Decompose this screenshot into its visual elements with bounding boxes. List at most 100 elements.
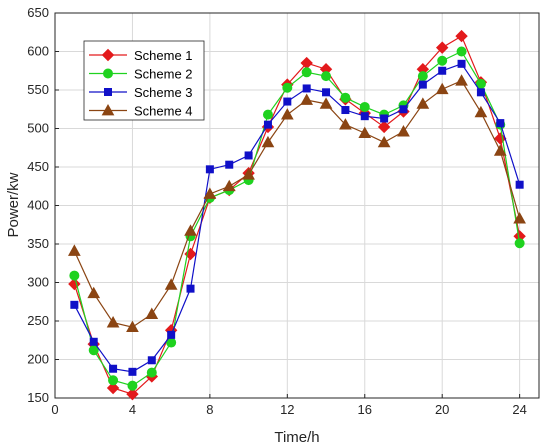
data-point (164, 278, 178, 290)
data-point (418, 80, 427, 89)
data-point (302, 84, 311, 93)
y-tick-label: 200 (27, 352, 49, 367)
y-axis-label: Power/kw (5, 172, 22, 237)
data-point (380, 114, 389, 123)
legend-marker (104, 88, 112, 96)
data-point (262, 109, 273, 120)
data-point (455, 74, 468, 86)
data-point (435, 41, 449, 54)
legend-label: Scheme 1 (134, 48, 193, 63)
data-point (222, 179, 236, 192)
y-tick-label: 650 (27, 5, 49, 20)
y-tick-label: 250 (27, 313, 49, 328)
data-point (106, 381, 120, 395)
x-tick-label: 20 (435, 402, 449, 417)
data-point (399, 105, 408, 114)
legend-item: Scheme 2 (89, 67, 193, 82)
series-3 (70, 59, 524, 376)
y-axis-ticks: 150 200 250 300 350 400 450 500 550 600 650 (27, 5, 59, 405)
data-point (186, 284, 195, 293)
data-point (242, 168, 255, 180)
data-point (474, 105, 488, 118)
data-point (417, 71, 428, 82)
data-point (513, 212, 526, 224)
data-point (109, 364, 118, 373)
data-point (167, 330, 176, 339)
x-tick-label: 8 (206, 402, 213, 417)
data-point (340, 92, 351, 103)
x-tick-label: 12 (280, 402, 294, 417)
legend-label: Scheme 2 (134, 67, 193, 82)
data-point (319, 97, 333, 109)
x-axis-label: Time/h (274, 429, 319, 446)
data-point (89, 337, 98, 346)
legend-marker (101, 103, 115, 116)
data-point (147, 356, 156, 365)
data-point (416, 97, 430, 109)
data-point (126, 320, 139, 333)
x-tick-label: 0 (51, 402, 58, 417)
y-tick-label: 300 (27, 275, 49, 290)
data-point (127, 380, 138, 391)
data-point (457, 59, 466, 68)
series-4 (68, 74, 526, 333)
data-point (128, 367, 137, 376)
data-point (69, 270, 80, 281)
data-point (358, 126, 372, 139)
legend-label: Scheme 3 (134, 85, 193, 100)
x-tick-label: 16 (358, 402, 372, 417)
legend-item: Scheme 3 (89, 85, 193, 100)
data-point (437, 55, 448, 66)
legend-label: Scheme 4 (134, 104, 193, 119)
y-tick-label: 400 (27, 198, 49, 213)
y-tick-label: 450 (27, 159, 49, 174)
data-point (280, 108, 294, 120)
y-tick-label: 150 (27, 390, 49, 405)
data-point (87, 286, 101, 299)
data-point (283, 97, 292, 106)
data-point (126, 387, 139, 401)
x-tick-label: 4 (129, 402, 136, 417)
data-point (263, 120, 272, 129)
data-point (205, 165, 214, 174)
data-point (438, 66, 447, 75)
data-point (341, 106, 350, 115)
data-point (261, 135, 275, 148)
legend-item: Scheme 1 (89, 48, 193, 63)
y-tick-label: 350 (27, 236, 49, 251)
data-point (184, 224, 197, 236)
legend-marker (101, 48, 115, 62)
data-point (339, 118, 352, 130)
data-point (322, 88, 331, 97)
legend-item: Scheme 4 (89, 104, 193, 119)
data-point (377, 135, 391, 148)
data-point (456, 46, 467, 57)
series-group (68, 29, 526, 401)
data-point (496, 119, 505, 128)
legend: Scheme 1 Scheme 2 Scheme 3 Scheme 4 (83, 40, 205, 121)
data-point (359, 101, 370, 112)
x-axis-ticks: 0 4 8 12 16 20 24 (51, 394, 527, 417)
data-point (397, 125, 410, 137)
data-point (203, 187, 217, 199)
data-point (321, 71, 332, 82)
data-point (225, 160, 234, 169)
data-point (435, 82, 449, 95)
data-point (106, 316, 120, 328)
data-point (377, 120, 391, 134)
data-point (244, 151, 253, 160)
data-point (476, 88, 485, 97)
data-point (515, 180, 524, 189)
data-point (301, 67, 312, 78)
legend-marker (103, 68, 113, 79)
data-point (514, 238, 525, 249)
data-point (68, 244, 81, 256)
data-point (455, 29, 468, 43)
y-tick-label: 550 (27, 82, 49, 97)
data-point (70, 300, 79, 309)
data-point (360, 112, 369, 121)
y-tick-label: 500 (27, 121, 49, 136)
data-point (145, 307, 159, 319)
y-tick-label: 600 (27, 44, 49, 59)
